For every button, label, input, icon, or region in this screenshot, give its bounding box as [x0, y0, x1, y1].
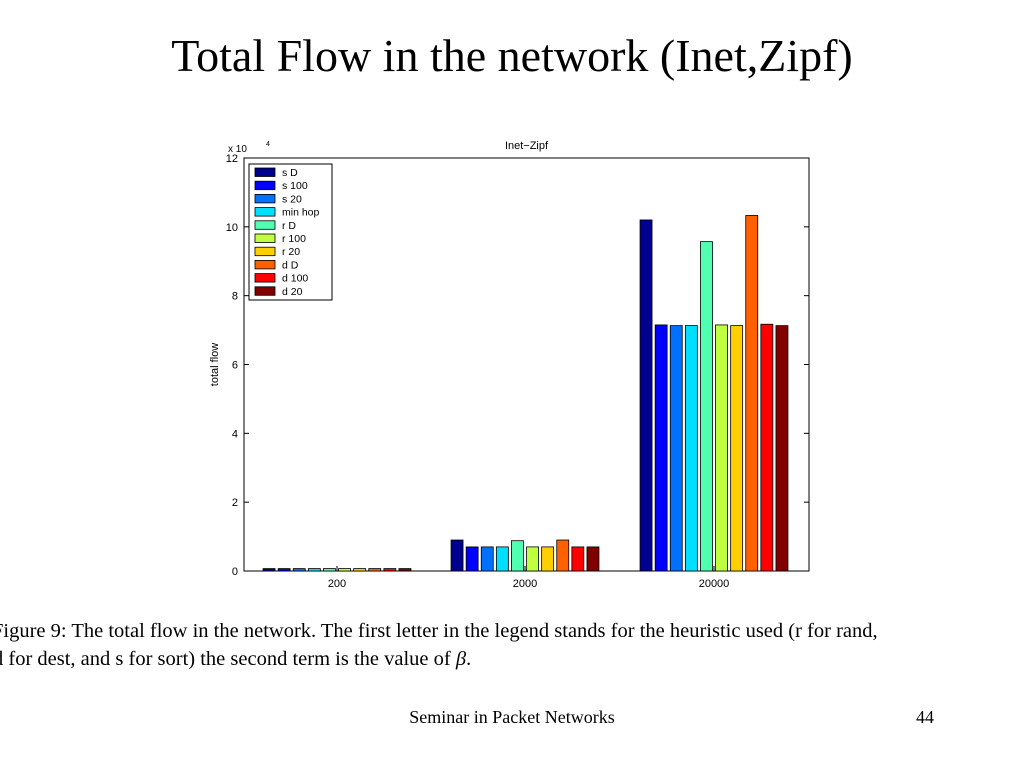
x-tick-label: 200: [328, 578, 346, 590]
legend-swatch: [254, 233, 276, 243]
y-tick-label: 2: [232, 497, 238, 509]
bar: [639, 219, 653, 572]
legend-label: s 20: [282, 193, 302, 205]
legend-swatch: [254, 193, 276, 204]
bar: [338, 568, 351, 572]
bar: [277, 568, 291, 572]
caption-line-2-end: .: [466, 648, 472, 670]
bar: [353, 568, 367, 572]
bar: [700, 241, 713, 572]
bar: [262, 568, 276, 572]
legend-label: d D: [282, 259, 299, 271]
y-scale-label: x 10: [228, 144, 247, 155]
bar: [541, 546, 555, 572]
legend-swatch: [254, 286, 276, 296]
caption-line-1: Figure 9: The total flow in the network.…: [0, 620, 878, 642]
bar: [526, 546, 539, 572]
y-scale-exponent: 4: [266, 141, 270, 148]
legend-swatch: [254, 207, 276, 217]
bar: [383, 568, 397, 572]
bar: [450, 539, 464, 572]
legend-label: d 100: [282, 273, 308, 285]
legend-label: d 20: [282, 286, 303, 298]
bar: [511, 540, 524, 572]
bar: [586, 546, 600, 572]
bar: [368, 568, 382, 572]
legend-label: r D: [282, 220, 296, 232]
legend-label: s D: [282, 167, 298, 179]
bar: [745, 215, 759, 572]
y-axis-label: total flow: [209, 343, 221, 386]
beta-symbol: β: [455, 648, 467, 670]
bar: [715, 324, 728, 572]
y-tick-label: 12: [226, 153, 238, 165]
slide-footer: Seminar in Packet Networks: [409, 707, 615, 727]
caption-line-2: d for dest, and s for sort) the second t…: [0, 645, 471, 673]
bar: [571, 546, 585, 572]
bar: [307, 568, 321, 572]
x-tick-label: 2000: [513, 578, 537, 590]
legend-swatch: [254, 246, 276, 257]
bar: [398, 568, 412, 572]
legend-label: min hop: [282, 207, 320, 219]
bar: [684, 325, 698, 572]
chart-title: Inet−Zipf: [505, 140, 549, 152]
x-tick-label: 20000: [699, 578, 730, 590]
legend-swatch: [254, 259, 276, 270]
bar: [730, 325, 744, 572]
bar: [669, 325, 683, 572]
page-number: 44: [916, 707, 934, 727]
y-tick-label: 0: [232, 566, 238, 578]
y-tick-label: 10: [226, 222, 238, 234]
bar: [775, 325, 789, 572]
bar: [495, 546, 509, 572]
y-tick-label: 6: [232, 360, 238, 372]
legend-label: r 20: [282, 246, 300, 258]
bar: [654, 324, 668, 572]
bar: [292, 568, 306, 572]
legend-label: r 100: [282, 233, 306, 245]
bar: [556, 539, 570, 572]
plot-area: [243, 157, 810, 572]
bar: [760, 323, 774, 572]
slide-title: Total Flow in the network (Inet,Zipf): [171, 30, 853, 81]
legend-swatch: [254, 220, 276, 230]
legend-label: s 100: [282, 180, 308, 192]
y-tick-label: 8: [232, 291, 238, 303]
legend-swatch: [254, 167, 276, 177]
legend-swatch: [254, 273, 276, 283]
bar: [323, 568, 336, 572]
bar: [480, 546, 494, 572]
y-tick-label: 4: [232, 428, 238, 440]
bar: [465, 546, 479, 572]
caption-line-2-text: d for dest, and s for sort) the second t…: [0, 648, 456, 670]
legend-swatch: [254, 180, 276, 191]
figure-caption: Figure 9: The total flow in the network.…: [0, 614, 1024, 674]
